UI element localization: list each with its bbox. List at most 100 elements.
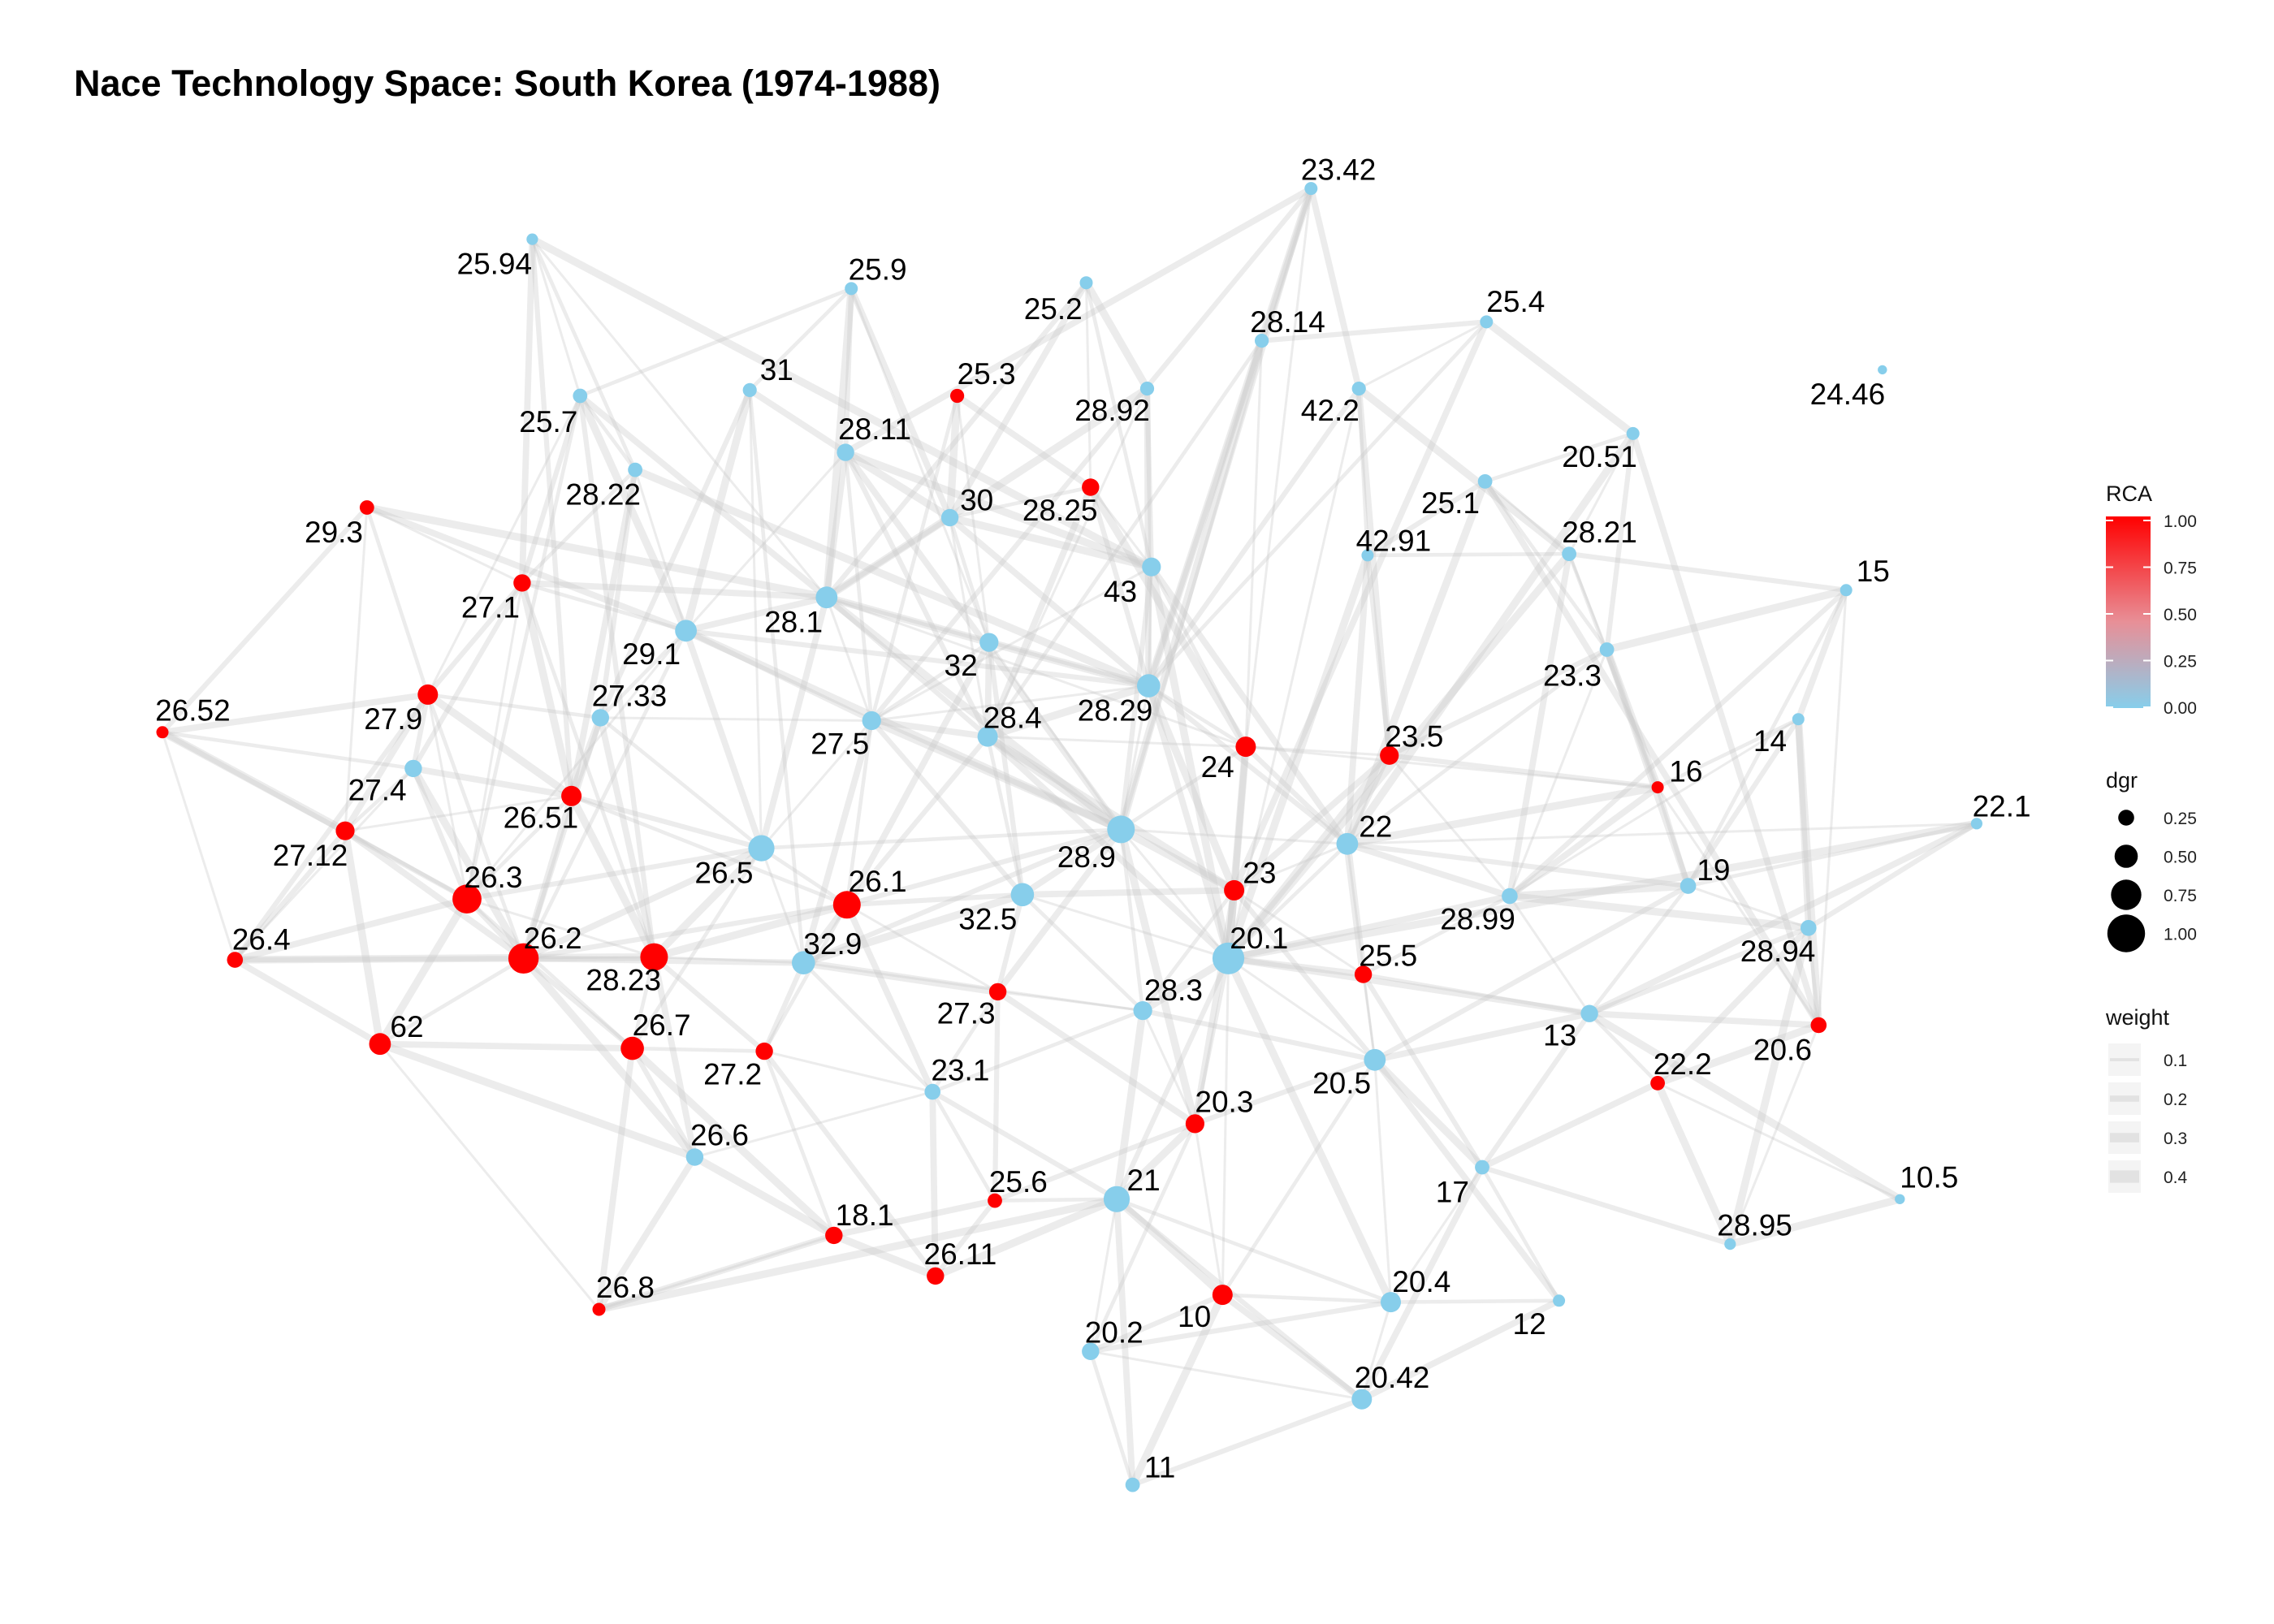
node-28.99[interactable] [1502, 888, 1518, 905]
edge [1118, 566, 1154, 830]
node-27.2[interactable] [755, 1042, 773, 1060]
node-30[interactable] [940, 508, 959, 527]
node-28.1[interactable] [815, 586, 838, 609]
node-18.1[interactable] [825, 1226, 843, 1245]
node-23.1[interactable] [924, 1083, 940, 1100]
edge [870, 641, 991, 723]
edge [1146, 387, 1361, 688]
node-62[interactable] [369, 1033, 391, 1056]
node-26.6[interactable] [685, 1148, 704, 1166]
edge [1817, 590, 1848, 1026]
node-28.95[interactable] [1724, 1238, 1736, 1250]
node-20.3[interactable] [1185, 1114, 1204, 1134]
node-24.46[interactable] [1878, 365, 1887, 375]
node-42.2[interactable] [1351, 382, 1366, 396]
node-25.4[interactable] [1480, 315, 1494, 329]
node-23.5[interactable] [1380, 745, 1399, 765]
node-32[interactable] [979, 633, 999, 652]
node-24[interactable] [1235, 736, 1256, 758]
node-15[interactable] [1840, 584, 1852, 597]
node-20.4[interactable] [1381, 1292, 1401, 1313]
node-27.3[interactable] [988, 983, 1007, 1001]
node-12[interactable] [1553, 1294, 1566, 1307]
node-26.3[interactable] [452, 884, 482, 914]
node-28.3[interactable] [1133, 1001, 1152, 1021]
node-label-28.23: 28.23 [586, 964, 661, 997]
node-28.22[interactable] [628, 462, 642, 477]
node-20.6[interactable] [1810, 1017, 1827, 1034]
node-25.9[interactable] [845, 282, 858, 296]
node-20.1[interactable] [1212, 942, 1245, 974]
node-17[interactable] [1475, 1160, 1489, 1175]
node-25.5[interactable] [1354, 965, 1373, 983]
legend-dgr-swatch [2118, 810, 2134, 826]
edge [984, 486, 1094, 738]
node-28.4[interactable] [977, 726, 998, 747]
edge [1484, 431, 1634, 484]
node-10[interactable] [1212, 1285, 1233, 1306]
node-label-16: 16 [1669, 755, 1702, 788]
node-28.23[interactable] [640, 943, 668, 971]
node-26.51[interactable] [561, 785, 582, 806]
node-27.33[interactable] [591, 709, 609, 727]
node-25.1[interactable] [1477, 474, 1493, 489]
node-16[interactable] [1651, 781, 1664, 794]
node-28.11[interactable] [837, 443, 854, 461]
node-28.9[interactable] [1107, 815, 1135, 844]
node-label-25.9: 25.9 [849, 253, 907, 287]
node-23.3[interactable] [1599, 642, 1615, 657]
node-26.7[interactable] [620, 1036, 644, 1060]
node-28.94[interactable] [1801, 920, 1817, 936]
edge [365, 507, 430, 696]
node-29.3[interactable] [359, 500, 374, 515]
node-21[interactable] [1103, 1186, 1131, 1212]
node-22[interactable] [1336, 832, 1359, 855]
node-13[interactable] [1580, 1004, 1598, 1022]
node-32.9[interactable] [792, 951, 815, 974]
node-25.6[interactable] [988, 1193, 1002, 1208]
node-26.52[interactable] [156, 726, 169, 739]
node-23.42[interactable] [1304, 182, 1318, 196]
node-26.4[interactable] [227, 952, 244, 968]
node-20.51[interactable] [1626, 426, 1640, 440]
node-22.1[interactable] [1970, 818, 1982, 830]
node-28.21[interactable] [1562, 546, 1576, 561]
node-25.94[interactable] [526, 233, 538, 245]
node-20.5[interactable] [1364, 1048, 1386, 1071]
edge [1807, 821, 1978, 931]
edge [948, 516, 991, 643]
node-26.1[interactable] [832, 891, 861, 919]
node-25.2[interactable] [1079, 276, 1093, 290]
node-27.12[interactable] [335, 821, 355, 840]
node-32.5[interactable] [1010, 883, 1035, 907]
node-28.29[interactable] [1137, 674, 1161, 698]
node-20.2[interactable] [1082, 1342, 1100, 1361]
node-22.2[interactable] [1650, 1076, 1665, 1091]
node-14[interactable] [1792, 713, 1805, 726]
node-26.2[interactable] [508, 943, 539, 974]
edge [426, 581, 525, 697]
node-27.1[interactable] [513, 574, 531, 592]
node-43[interactable] [1142, 557, 1161, 577]
edge [844, 903, 936, 1094]
node-11[interactable] [1125, 1477, 1140, 1492]
node-26.11[interactable] [927, 1267, 945, 1285]
node-23[interactable] [1224, 879, 1245, 901]
node-27.5[interactable] [862, 710, 881, 731]
node-28.14[interactable] [1255, 334, 1269, 348]
node-28.92[interactable] [1139, 382, 1155, 396]
node-20.42[interactable] [1351, 1389, 1373, 1410]
node-25.7[interactable] [573, 388, 588, 404]
node-19[interactable] [1680, 878, 1697, 894]
node-25.3[interactable] [950, 388, 965, 404]
node-29.1[interactable] [675, 620, 697, 642]
node-26.8[interactable] [592, 1302, 606, 1316]
node-27.9[interactable] [417, 684, 439, 705]
node-31[interactable] [742, 382, 757, 397]
node-28.25[interactable] [1082, 478, 1100, 496]
node-10.5[interactable] [1895, 1194, 1905, 1205]
node-26.5[interactable] [748, 835, 775, 862]
node-42.91[interactable] [1361, 549, 1374, 562]
node-27.4[interactable] [404, 759, 422, 778]
edge [232, 829, 348, 962]
